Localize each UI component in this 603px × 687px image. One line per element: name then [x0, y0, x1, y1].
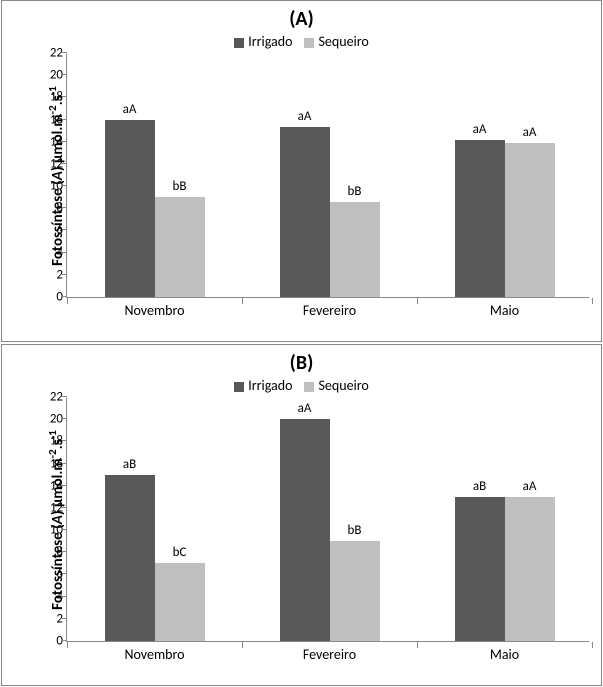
y-tick-label: 10: [33, 523, 63, 538]
y-tick-label: 22: [33, 390, 63, 405]
chart-panel-b: (B) Irrigado Sequeiro Fotossíntese (A) μmol…: [1, 344, 602, 686]
bar-label: aA: [298, 109, 312, 124]
chart-title: (B): [2, 345, 601, 375]
y-tick-label: 6: [33, 223, 63, 238]
y-tick-label: 18: [33, 434, 63, 449]
legend-label: Sequeiro: [318, 377, 368, 394]
y-tick-label: 6: [33, 567, 63, 582]
bar: [280, 127, 330, 297]
legend: Irrigado Sequeiro: [2, 31, 601, 54]
bar: [455, 497, 505, 641]
chart-area: Fotossíntese (A) μmol.m-2.s-102468101214…: [66, 54, 589, 298]
bar: [105, 120, 155, 297]
y-tick-label: 10: [33, 179, 63, 194]
legend-swatch: [304, 38, 314, 48]
plot-area: 0246810121416182022aAbBaAbBaAaA: [66, 54, 589, 298]
bar: [455, 140, 505, 297]
bar-label: aA: [123, 102, 137, 117]
chart-panel-a: (A) Irrigado Sequeiro Fotossíntese (A) μmol…: [1, 0, 602, 342]
bar: [505, 143, 555, 297]
legend-item: Sequeiro: [304, 33, 368, 50]
y-tick-label: 4: [33, 245, 63, 260]
y-tick-label: 8: [33, 545, 63, 560]
chart-area: Fotossíntese (A) μmol.m-2.s-102468101214…: [66, 398, 589, 642]
bar-label: aA: [298, 401, 312, 416]
x-tick-label: Maio: [490, 646, 519, 663]
plot-area: 0246810121416182022aBbCaAbBaBaA: [66, 398, 589, 642]
x-tick-label: Novembro: [124, 646, 184, 663]
bar-label: aA: [523, 479, 537, 494]
bar-label: aB: [473, 479, 486, 494]
bar-label: aB: [123, 457, 136, 472]
y-tick-label: 14: [33, 134, 63, 149]
legend-swatch: [304, 382, 314, 392]
bar: [105, 475, 155, 641]
y-tick-label: 20: [33, 412, 63, 427]
y-tick-label: 14: [33, 478, 63, 493]
legend-item: Sequeiro: [304, 377, 368, 394]
bar-label: bB: [173, 179, 187, 194]
y-tick-label: 0: [33, 634, 63, 649]
bar: [280, 419, 330, 641]
y-tick-label: 0: [33, 290, 63, 305]
legend-label: Sequeiro: [318, 33, 368, 50]
y-tick-label: 16: [33, 456, 63, 471]
y-tick-label: 20: [33, 68, 63, 83]
legend-swatch: [234, 38, 244, 48]
bar-label: aA: [523, 125, 537, 140]
bar: [330, 541, 380, 641]
legend-label: Irrigado: [248, 377, 292, 394]
y-tick-label: 12: [33, 156, 63, 171]
x-tick-label: Fevereiro: [303, 302, 356, 319]
bar: [330, 202, 380, 297]
bar-label: bB: [348, 184, 362, 199]
x-axis: Novembro Fevereiro Maio: [66, 298, 589, 322]
y-tick-label: 16: [33, 112, 63, 127]
bar: [155, 563, 205, 641]
x-tick-label: Novembro: [124, 302, 184, 319]
y-tick-label: 12: [33, 500, 63, 515]
y-tick-label: 2: [33, 267, 63, 282]
bar-label: bC: [173, 545, 187, 560]
y-tick-label: 4: [33, 589, 63, 604]
y-tick-label: 18: [33, 90, 63, 105]
legend-label: Irrigado: [248, 33, 292, 50]
x-tick-label: Fevereiro: [303, 646, 356, 663]
x-axis: Novembro Fevereiro Maio: [66, 642, 589, 666]
legend: Irrigado Sequeiro: [2, 375, 601, 398]
x-tick-label: Maio: [490, 302, 519, 319]
y-tick-label: 8: [33, 201, 63, 216]
bar-label: bB: [348, 523, 362, 538]
chart-title: (A): [2, 1, 601, 31]
bar: [155, 197, 205, 297]
legend-item: Irrigado: [234, 377, 292, 394]
y-tick-label: 22: [33, 46, 63, 61]
bar-label: aA: [473, 122, 487, 137]
y-tick-label: 2: [33, 611, 63, 626]
bar: [505, 497, 555, 641]
legend-swatch: [234, 382, 244, 392]
legend-item: Irrigado: [234, 33, 292, 50]
